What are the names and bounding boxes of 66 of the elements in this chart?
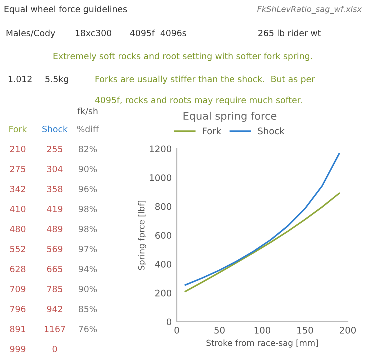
text: 76%	[79, 326, 98, 332]
text: 94%	[78, 266, 98, 272]
text: 4095f, rocks and roots may require much softer.	[95, 96, 302, 106]
y-tick-label: 800	[156, 203, 172, 210]
line-series	[184, 152, 340, 286]
legend-label: Fork	[203, 128, 222, 135]
text: 96%	[78, 186, 98, 192]
text: 1167	[44, 326, 66, 332]
text: 796	[10, 306, 26, 312]
text: 709	[10, 286, 26, 292]
text: Males/Cody	[6, 30, 56, 38]
text: 489	[47, 226, 63, 232]
text: 82%	[79, 146, 98, 152]
text: 665	[47, 266, 62, 272]
text: 97%	[78, 246, 98, 252]
x-tick-label: 100	[254, 327, 271, 334]
x-tick-label: 200	[340, 327, 356, 334]
text: 275	[10, 166, 26, 172]
x-tick-label: 150	[298, 327, 314, 334]
chart-title: Equal spring force	[184, 112, 277, 122]
text: 569	[47, 246, 63, 252]
text: 480	[10, 226, 26, 232]
text: 255	[47, 146, 62, 152]
text: 0	[52, 346, 58, 352]
legend-label: Shock	[258, 128, 285, 135]
text: Forks are usually stiffer than the shock. But as per	[96, 76, 316, 84]
y-tick-label: 600	[156, 232, 172, 240]
y-axis-title: Spring fprce [lbf]	[138, 201, 146, 270]
text: Equal wheel force guidelines	[4, 6, 128, 14]
y-tick-label: 1000	[150, 174, 172, 182]
y-tick-label: 1200	[150, 146, 172, 153]
text: 90%	[78, 166, 98, 172]
y-tick-label: 400	[155, 261, 172, 268]
x-axis-title: Stroke from race-sag [mm]	[206, 340, 318, 348]
text: 98%	[78, 226, 98, 232]
x-tick-label: 0	[174, 327, 180, 334]
x-tick-label: 50	[214, 327, 225, 334]
y-tick-label: 0	[166, 318, 172, 326]
text: 304	[47, 166, 63, 172]
text: 4095f 4096s	[130, 30, 186, 36]
text: FkShLevRatio_sag_wf.xlsx	[258, 6, 362, 14]
text: 5.5kg	[46, 76, 68, 84]
text: 358	[47, 186, 63, 192]
text: 419	[47, 206, 63, 212]
text: Shock	[42, 126, 68, 132]
y-tick-label: 200	[156, 290, 172, 297]
text: 265 lb rider wt	[258, 30, 321, 36]
text: 18xc300	[76, 30, 112, 36]
text: 90%	[78, 286, 98, 292]
text: 1.012	[8, 76, 32, 82]
text: 342	[10, 186, 26, 192]
text: 85%	[79, 306, 98, 312]
line-series	[184, 192, 340, 292]
text: 628	[10, 266, 26, 272]
text: Extremely soft rocks and root setting with softer fork spring.	[54, 52, 312, 62]
text: 891	[10, 326, 26, 332]
text: fk/sh	[78, 108, 98, 116]
text: 98%	[78, 206, 98, 212]
text: 942	[47, 306, 62, 312]
text: 210	[10, 146, 26, 152]
text: Fork	[10, 126, 28, 132]
text: 552	[10, 246, 26, 252]
text: 785	[47, 286, 62, 292]
text: 999	[10, 346, 26, 352]
text: 410	[10, 206, 26, 212]
text: %diff	[77, 126, 100, 132]
